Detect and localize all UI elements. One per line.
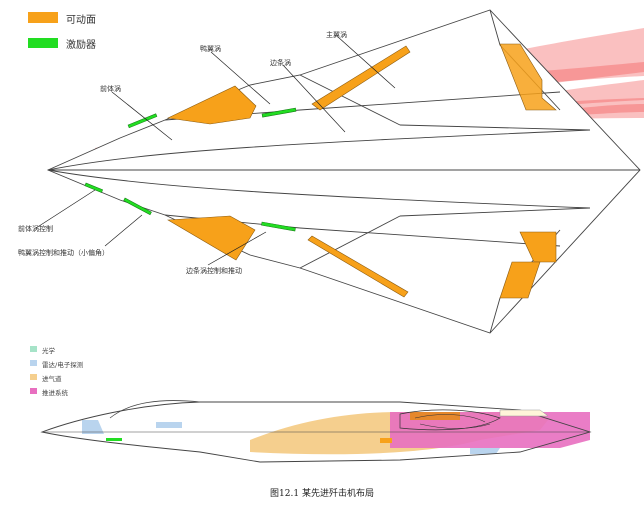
figure-caption: 图12.1 某先进歼击机布局 (270, 489, 374, 499)
callout-leaders (35, 36, 396, 266)
legend-movable-swatch (28, 12, 58, 23)
side-view-airframe (40, 400, 592, 463)
legend-propulsion-label: 推进系统 (42, 389, 68, 397)
legend-radar-swatch (30, 360, 37, 366)
movable-surfaces (166, 43, 557, 299)
legend-inlet-swatch (30, 374, 37, 380)
legend-actuator-label: 激励器 (66, 40, 96, 51)
legend-optical-label: 光学 (42, 347, 55, 355)
label-qianti-wo-kongzhi: 前体涡控制 (18, 225, 53, 233)
legend-radar-label: 雷达/电子探测 (42, 361, 84, 369)
label-zhu-yi-wo: 主翼涡 (326, 31, 347, 39)
legend-movable-label: 可动面 (66, 15, 96, 26)
legend-actuator-swatch (28, 38, 58, 48)
label-bian-tiao-wo: 边条涡 (270, 59, 291, 67)
legend-propulsion-swatch (30, 388, 37, 394)
label-ya-yi-wo: 鸭翼涡 (200, 45, 221, 53)
label-qianti-wo: 前体涡 (100, 85, 121, 93)
legend-optical-swatch (30, 346, 37, 352)
legend-inlet-label: 进气道 (42, 375, 62, 383)
label-bian-tiao-wo-kongzhi: 边条涡控制和推动 (186, 267, 242, 275)
actuators (84, 107, 297, 232)
label-ya-yi-wo-kongzhi: 鸭翼涡控制和推动（小偏角） (18, 249, 109, 257)
